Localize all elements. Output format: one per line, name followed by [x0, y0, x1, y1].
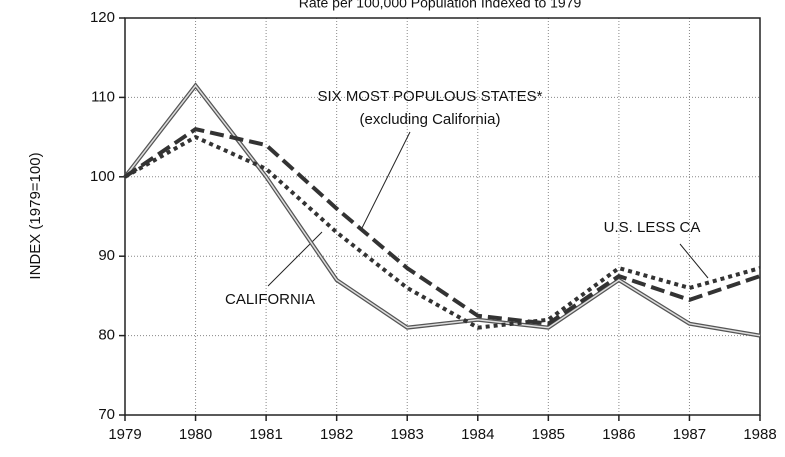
x-tick-label: 1984 — [461, 426, 494, 443]
y-tick-label: 70 — [98, 406, 115, 423]
x-tick-label: 1986 — [602, 426, 635, 443]
series-line — [123, 127, 761, 326]
y-tick-label: 80 — [98, 327, 115, 344]
y-tick-label: 90 — [98, 247, 115, 264]
plot-frame — [124, 17, 761, 416]
x-tick-label: 1985 — [532, 426, 565, 443]
x-tick-label: 1981 — [249, 426, 282, 443]
x-tick-label: 1987 — [673, 426, 706, 443]
annotation: (excluding California) — [360, 111, 501, 128]
series-line — [124, 84, 761, 337]
x-tick-label: 1983 — [391, 426, 424, 443]
leader-line — [267, 231, 323, 287]
series-line — [124, 134, 761, 330]
y-axis-label: INDEX (1979=100) — [27, 152, 44, 279]
x-tick-label: 1988 — [743, 426, 776, 443]
x-tick-label: 1979 — [108, 426, 141, 443]
y-tick-label: 120 — [90, 9, 115, 26]
series-label: CALIFORNIA — [225, 291, 315, 308]
y-tick-label: 100 — [90, 168, 115, 185]
leader-line — [679, 243, 709, 279]
x-tick-label: 1982 — [320, 426, 353, 443]
series-label: SIX MOST POPULOUS STATES* — [317, 88, 542, 105]
chart-title: Rate per 100,000 Population Indexed to 1… — [299, 0, 582, 11]
x-tick-label: 1980 — [179, 426, 212, 443]
series-label: U.S. LESS CA — [604, 219, 701, 236]
leader-line — [361, 131, 411, 229]
y-tick-label: 110 — [91, 88, 115, 105]
